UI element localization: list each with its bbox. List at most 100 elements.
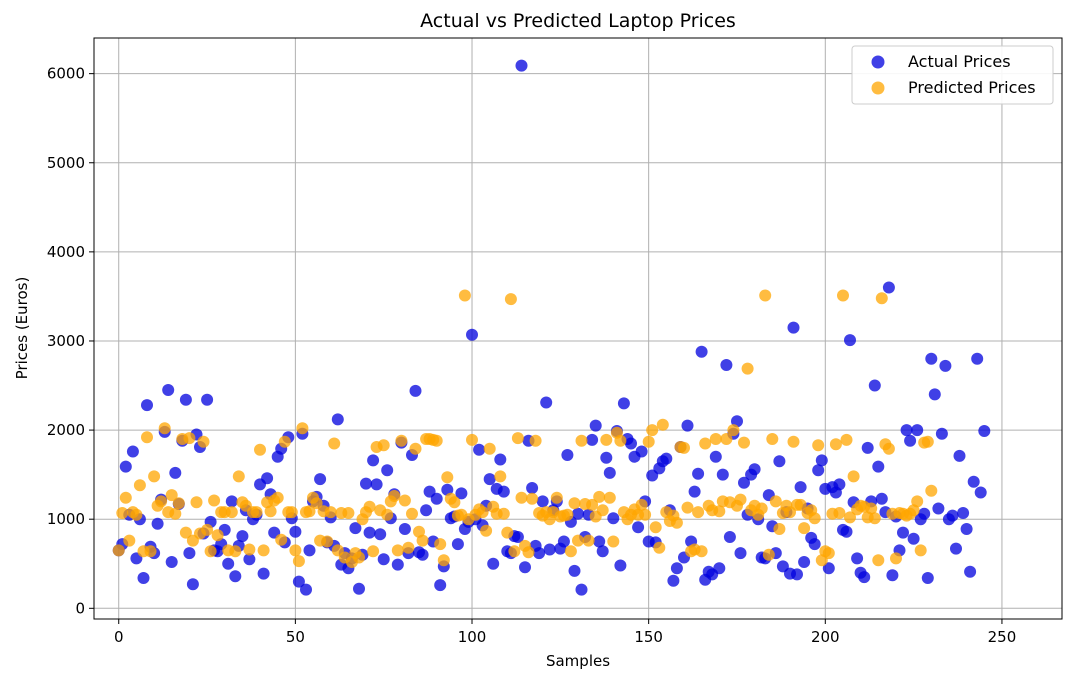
predicted-price-point [875, 292, 888, 305]
actual-price-point [533, 547, 546, 560]
predicted-price-point [342, 507, 355, 519]
predicted-price-point [755, 502, 768, 515]
predicted-price-point [653, 541, 666, 554]
actual-price-point [635, 445, 648, 458]
predicted-price-point [321, 535, 334, 548]
x-axis-ticks: 0 50 100 150 200 250 [114, 619, 1016, 646]
actual-price-point [381, 464, 394, 477]
actual-price-point [670, 562, 683, 575]
predicted-price-point [501, 526, 514, 539]
chart-title: Actual vs Predicted Laptop Prices [420, 10, 736, 32]
actual-price-point [126, 445, 139, 458]
predicted-price-point [201, 523, 214, 536]
actual-price-point [561, 449, 574, 461]
predicted-price-point [561, 508, 574, 521]
predicted-price-point [734, 493, 747, 506]
actual-price-point [473, 443, 486, 456]
actual-price-point [487, 557, 500, 570]
predicted-price-point [367, 545, 380, 558]
actual-price-point [222, 557, 235, 570]
predicted-price-point [603, 491, 616, 504]
predicted-price-point [363, 500, 376, 513]
actual-price-point [882, 281, 895, 294]
predicted-price-point [847, 470, 860, 483]
predicted-price-point [434, 538, 447, 551]
actual-price-point [794, 481, 807, 494]
predicted-price-point [275, 533, 288, 546]
actual-price-point [716, 468, 729, 481]
actual-price-point [617, 397, 630, 410]
actual-price-point [911, 424, 924, 437]
predicted-price-point [529, 434, 542, 447]
predicted-price-point [798, 522, 811, 535]
legend-marker-actual [871, 55, 885, 69]
predicted-price-point [865, 502, 878, 515]
actual-price-point [950, 542, 962, 555]
predicted-price-point [480, 524, 493, 537]
actual-price-point [808, 538, 821, 551]
predicted-price-point [310, 497, 323, 510]
x-tick-label: 100 [458, 628, 487, 646]
predicted-price-point [844, 511, 856, 524]
actual-price-point [243, 553, 256, 566]
predicted-price-point [833, 507, 846, 519]
actual-price-point [709, 450, 722, 463]
actual-price-point [932, 502, 945, 515]
predicted-price-point [550, 491, 563, 504]
actual-price-point [543, 543, 556, 556]
predicted-price-point [285, 506, 298, 519]
predicted-price-point [890, 552, 902, 565]
actual-price-point [695, 345, 708, 358]
predicted-price-point [872, 554, 885, 567]
actual-price-point [858, 571, 871, 584]
x-tick-label: 200 [811, 628, 840, 646]
actual-price-point [261, 472, 274, 485]
actual-price-point [367, 454, 380, 467]
actual-price-point [165, 556, 178, 568]
actual-price-point [430, 492, 443, 505]
y-tick-label: 6000 [47, 65, 85, 83]
predicted-price-point [709, 433, 722, 445]
predicted-price-point [441, 471, 454, 484]
actual-price-point [374, 528, 387, 541]
predicted-price-point [635, 498, 648, 511]
predicted-price-point [172, 497, 185, 510]
actual-price-point [603, 466, 616, 479]
actual-price-point [886, 569, 899, 582]
actual-price-point [596, 545, 609, 558]
actual-price-point [607, 512, 620, 525]
actual-price-point [363, 526, 376, 539]
actual-price-point [935, 427, 948, 440]
predicted-price-point [225, 506, 238, 519]
predicted-price-point [564, 545, 577, 558]
predicted-price-point [759, 289, 772, 302]
predicted-price-point [232, 470, 245, 483]
actual-price-point [957, 507, 970, 519]
predicted-price-point [448, 496, 461, 509]
actual-price-point [632, 521, 645, 534]
y-tick-label: 5000 [47, 154, 85, 172]
y-tick-label: 2000 [47, 421, 85, 439]
actual-price-point [840, 525, 853, 538]
predicted-price-point [278, 435, 291, 448]
actual-price-point [720, 359, 733, 371]
actual-price-point [971, 352, 984, 365]
actual-price-point [925, 352, 938, 365]
actual-price-point [183, 547, 196, 560]
actual-price-point [416, 548, 429, 561]
predicted-price-point [169, 507, 182, 520]
actual-price-point [303, 544, 316, 557]
predicted-price-point [377, 439, 390, 452]
actual-price-point [625, 437, 637, 450]
predicted-price-point [271, 491, 284, 504]
actual-price-point [515, 59, 528, 72]
actual-price-point [953, 449, 966, 462]
predicted-price-point [646, 424, 659, 437]
predicted-price-point [522, 546, 535, 559]
predicted-price-point [808, 512, 821, 525]
predicted-price-point [639, 508, 652, 521]
actual-price-point [519, 561, 531, 574]
predicted-price-point [762, 548, 775, 561]
x-tick-label: 250 [988, 628, 1017, 646]
